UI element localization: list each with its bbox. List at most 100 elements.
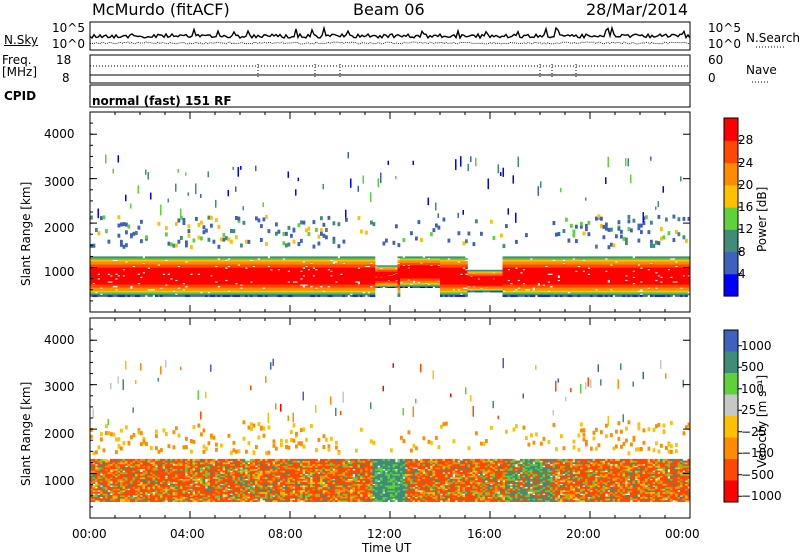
power-cell <box>518 256 521 258</box>
power-upper-cell <box>128 225 131 229</box>
power-cell <box>260 256 263 258</box>
power-cell <box>453 290 456 292</box>
power-cell <box>225 261 228 263</box>
power-cell <box>515 256 518 258</box>
power-cell <box>470 277 473 278</box>
power-upper-cell <box>420 238 423 242</box>
power-upper-cell <box>230 229 233 233</box>
power-scatter-point <box>513 175 515 183</box>
power-cell <box>100 295 103 297</box>
power-cell <box>460 295 463 297</box>
power-cell <box>425 284 428 286</box>
power-scatter-point <box>288 172 290 178</box>
power-cell <box>438 282 441 284</box>
power-cell <box>528 290 531 292</box>
power-scatter-point <box>175 184 177 192</box>
power-cell <box>503 292 506 294</box>
power-cell <box>370 287 373 289</box>
power-cell <box>113 256 116 258</box>
power-cell <box>203 256 206 258</box>
power-upper-cell <box>288 226 291 230</box>
power-cell <box>388 276 391 277</box>
power-cell <box>110 256 113 258</box>
power-cell <box>280 256 283 258</box>
power-upper-cell <box>265 242 268 246</box>
power-cell <box>520 256 523 258</box>
power-cell <box>253 256 256 258</box>
power-cell <box>215 283 218 285</box>
power-cell <box>558 256 561 258</box>
power-scatter-point <box>500 172 502 176</box>
power-scatter-point <box>395 176 397 179</box>
power-cell <box>403 258 406 260</box>
power-cell <box>480 289 483 290</box>
power-scatter-point <box>118 155 120 162</box>
power-cell <box>345 256 348 258</box>
power-upper-cell <box>263 217 266 221</box>
power-scatter-point <box>348 152 350 158</box>
power-cell <box>360 256 363 258</box>
power-cell <box>495 270 498 271</box>
power-cell <box>493 270 496 271</box>
power-upper-cell <box>205 229 208 233</box>
power-cell <box>343 264 346 266</box>
power-upper-cell <box>383 242 386 246</box>
power-cell <box>168 275 171 277</box>
power-cell <box>223 256 226 258</box>
power-cell <box>290 256 293 258</box>
power-upper-cell <box>223 233 226 237</box>
power-cell <box>415 256 418 258</box>
power-upper-cell <box>415 237 418 241</box>
power-cell <box>235 256 238 258</box>
power-upper-cell <box>315 228 318 232</box>
power-cell <box>393 275 396 276</box>
power-upper-cell <box>220 238 223 242</box>
power-cell <box>240 256 243 258</box>
power-cell <box>313 269 316 271</box>
power-cell <box>473 270 476 271</box>
power-cell <box>268 258 271 260</box>
power-cell <box>95 293 98 295</box>
power-cell <box>240 286 243 288</box>
power-cell <box>400 256 403 258</box>
power-cell <box>135 256 138 258</box>
power-scatter-point <box>323 184 325 189</box>
power-cell <box>293 256 296 258</box>
power-cell <box>195 256 198 258</box>
power-scatter-point <box>540 181 542 188</box>
power-cell <box>383 265 386 266</box>
power-cell <box>413 256 416 258</box>
power-cell <box>123 270 126 272</box>
power-upper-cell <box>185 240 188 244</box>
power-scatter-point <box>233 167 235 170</box>
power-upper-cell <box>275 232 278 236</box>
power-cell <box>418 256 421 258</box>
power-cell <box>398 260 401 262</box>
power-cell <box>500 270 503 271</box>
power-upper-cell <box>165 232 168 236</box>
power-cell <box>123 256 126 258</box>
power-cell <box>388 287 391 288</box>
power-cell <box>115 261 118 263</box>
power-upper-cell <box>410 231 413 235</box>
power-scatter-point <box>145 170 147 175</box>
power-cell <box>155 256 158 258</box>
power-scatter-point <box>363 176 365 184</box>
power-upper-cell <box>120 223 123 227</box>
power-cell <box>308 270 311 272</box>
power-cell <box>250 256 253 258</box>
power-scatter-point <box>378 178 380 187</box>
power-cell <box>118 276 121 278</box>
power-cell <box>210 276 213 278</box>
power-upper-cell <box>208 238 211 242</box>
power-cell <box>408 280 411 282</box>
power-cell <box>205 256 208 258</box>
power-cell <box>450 256 453 258</box>
power-cell <box>185 287 188 289</box>
power-upper-cell <box>198 223 201 227</box>
power-cell <box>558 281 561 283</box>
power-upper-cell <box>203 225 206 229</box>
power-upper-cell <box>293 229 296 233</box>
power-cell <box>380 277 383 278</box>
power-cell <box>558 278 561 280</box>
